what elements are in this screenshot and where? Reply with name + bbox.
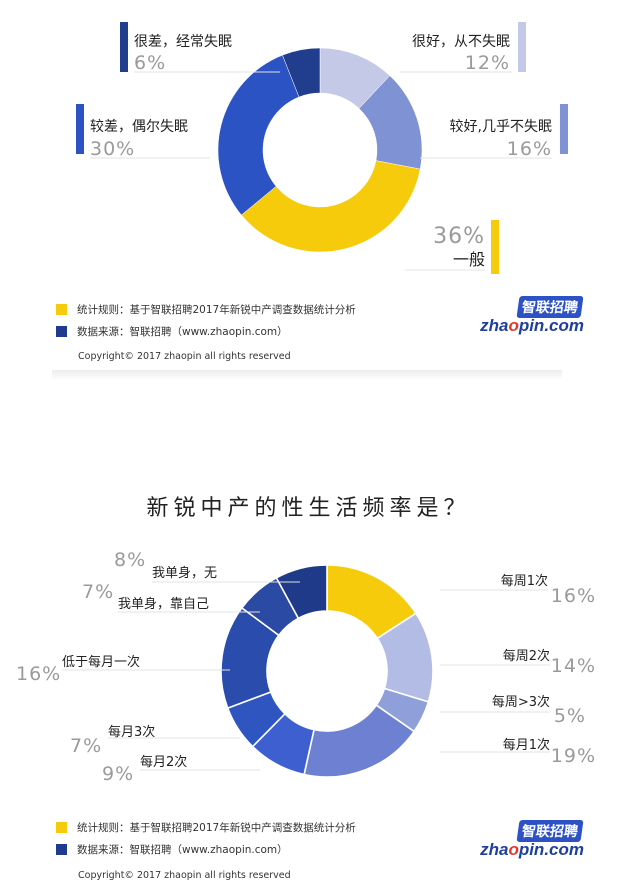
copyright-text: Copyright© 2017 zhaopin all rights reser… [78,351,291,362]
legend-source-row-2: 数据来源：智联招聘（www.zhaopin.com） [56,842,288,857]
legend-rule-text: 统计规则：基于智联招聘2017年新锐中产调查数据统计分析 [77,304,356,316]
logo-cn-text-2: 智联招聘 [516,820,584,842]
freq-value-label-4: 19% [551,745,596,767]
freq-label-4: 每月1次 19% [440,737,596,767]
freq-label-2: 每周2次 14% [440,648,596,677]
freq-category-label-8: 我单身，靠自己 [118,596,209,612]
sleep-slice-5 [282,47,321,98]
sleep-value-label-1: 12% [465,52,510,74]
sleep-label-bar-1 [518,22,526,72]
sleep-quality-panel: 很好，从不失眠 12% 较好,几乎不失眠 16% 一般 36% 较差，偶尔失眠 30% 很差，经… [0,0,617,380]
logo-en-dot-2: o [508,840,519,859]
logo-en-dot: o [508,316,519,335]
sleep-value-label-3: 36% [433,224,485,249]
sleep-label-bar-3 [491,220,499,274]
sleep-label-bar-2 [560,104,568,154]
freq-label-6: 每月3次 7% [70,724,240,757]
logo-en-suffix-2: pin.com [518,840,584,859]
freq-label-5: 每月2次 9% [102,754,260,785]
freq-value-label-6: 7% [70,735,102,757]
logo-en-text-2: zhaopin.com [480,840,584,860]
freq-slice-9 [275,564,328,620]
freq-value-label-8: 7% [82,581,114,603]
panel-bottom-shadow [52,370,562,380]
freq-category-label-6: 每月3次 [108,724,155,740]
sex-frequency-panel: 每周1次 16% 每周2次 14% 每周>3次 5% 每月1次 19% 每月2次 9% 每月3次 7%… [0,470,617,894]
logo-en-prefix: zha [480,316,509,335]
sleep-category-label-4: 较差，偶尔失眠 [90,119,188,135]
sleep-label-4: 较差，偶尔失眠 30% [76,104,210,160]
legend-source-row: 数据来源：智联招聘（www.zhaopin.com） [56,324,288,339]
sleep-slice-4 [217,54,300,216]
freq-label-3: 每周>3次5% [440,694,586,727]
sleep-label-2: 较好,几乎不失眠 16% [420,104,568,160]
sleep-slice-3 [241,160,421,253]
sleep-category-label-2: 较好,几乎不失眠 [450,119,552,135]
zhaopin-logo: 智联招聘 zhaopin.com [480,296,590,342]
zhaopin-logo-2: 智联招聘 zhaopin.com [480,820,590,866]
chart-title: 新锐中产的性生活频率是？ [146,496,471,521]
freq-category-label-4: 每月1次 [503,737,550,753]
legend-rule-text-2: 统计规则：基于智联招聘2017年新锐中产调查数据统计分析 [77,822,356,834]
freq-value-label-7: 16% [16,663,61,685]
freq-category-label-2: 每周2次 [503,648,550,664]
freq-value-label-2: 14% [551,655,596,677]
legend-rule-row-2: 统计规则：基于智联招聘2017年新锐中产调查数据统计分析 [56,820,356,835]
freq-category-label-7: 低于每月一次 [62,654,140,670]
freq-category-label-3: 每周>3次 [492,694,550,710]
freq-value-label-3: 5% [554,705,586,727]
sleep-category-label-1: 很好，从不失眠 [412,34,510,50]
sleep-label-5: 很差，经常失眠 6% [120,22,280,74]
legend-source-text: 数据来源：智联招聘（www.zhaopin.com） [77,326,288,338]
legend-rule-swatch-2 [56,822,67,833]
freq-label-9: 我单身，无 8% [114,549,300,583]
sleep-label-bar-4 [76,104,84,154]
logo-en-text: zhaopin.com [480,316,584,336]
logo-en-suffix: pin.com [518,316,584,335]
legend-source-swatch-2 [56,844,67,855]
sleep-label-bar-5 [120,22,128,72]
legend-source-swatch [56,326,67,337]
sleep-category-label-3: 一般 [453,250,485,269]
freq-value-label-9: 8% [114,549,146,571]
sleep-value-label-5: 6% [134,52,166,74]
legend-rule-row: 统计规则：基于智联招聘2017年新锐中产调查数据统计分析 [56,302,356,317]
freq-value-label-1: 16% [551,585,596,607]
logo-cn-text: 智联招聘 [516,296,584,318]
sleep-value-label-2: 16% [507,138,552,160]
legend-source-text-2: 数据来源：智联招聘（www.zhaopin.com） [77,844,288,856]
copyright-text-2: Copyright© 2017 zhaopin all rights reser… [78,870,291,881]
freq-category-label-9: 我单身，无 [152,565,217,581]
legend-rule-swatch [56,304,67,315]
freq-category-label-1: 每周1次 [501,573,548,589]
logo-en-prefix-2: zha [480,840,509,859]
sleep-label-1: 很好，从不失眠 12% [400,22,526,74]
freq-category-label-5: 每月2次 [140,754,187,770]
sleep-category-label-5: 很差，经常失眠 [134,34,232,50]
freq-value-label-5: 9% [102,763,134,785]
sleep-value-label-4: 30% [90,138,135,160]
